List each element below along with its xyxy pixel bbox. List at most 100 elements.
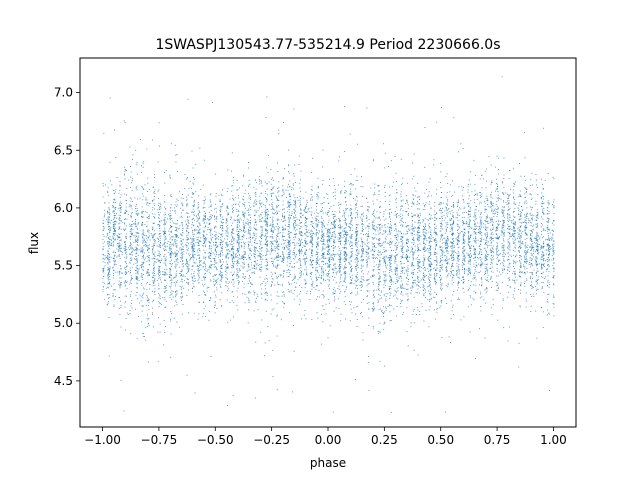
data-point [338,267,340,269]
data-point [467,217,469,219]
data-point [113,211,115,213]
data-point [518,289,519,290]
data-point [321,254,323,256]
data-point [173,236,175,238]
data-point [254,300,256,302]
data-point [186,226,188,228]
data-point [415,214,416,216]
data-point [250,251,252,253]
data-point [316,244,318,246]
data-point [447,209,449,211]
data-point [519,276,521,277]
data-point [237,272,239,273]
data-point [272,264,274,266]
data-point [136,236,138,237]
data-point [185,200,187,202]
data-point [390,282,392,283]
data-point [462,212,464,214]
data-point [441,218,443,219]
data-point [141,321,143,323]
data-point [168,276,170,278]
data-point [417,215,419,217]
data-point [107,286,109,288]
data-point [119,250,121,251]
data-point [266,221,268,223]
data-point [278,275,279,277]
data-point [384,322,386,324]
data-point [423,250,425,252]
data-point [181,244,183,246]
data-point [349,256,351,258]
data-point [192,283,194,285]
data-point [298,238,300,239]
data-point [107,274,109,276]
data-point [480,240,482,242]
data-point [447,262,449,264]
data-point [452,180,453,182]
data-point [299,261,301,263]
data-point [327,257,329,259]
data-point [249,277,251,279]
data-point [138,222,140,224]
data-point [525,261,527,263]
data-point [152,307,153,309]
data-point [514,272,515,274]
data-point [514,203,516,205]
data-point [405,250,407,252]
data-point [413,199,415,201]
data-point [446,267,448,269]
data-point [394,294,396,296]
data-point [532,272,534,274]
data-point [503,260,505,262]
data-point [288,183,289,185]
data-point [487,227,489,229]
data-point [192,249,194,251]
data-point [294,219,296,221]
data-point [487,217,489,219]
data-point [545,270,547,272]
data-point [236,278,238,280]
data-point [141,250,143,252]
data-point [536,248,537,250]
data-point [529,246,531,248]
data-point [367,261,368,263]
data-point [384,191,386,193]
data-point [192,241,194,243]
data-point [257,250,259,252]
data-point [447,275,449,277]
data-point [159,275,160,276]
data-point [346,254,348,256]
data-point [415,279,417,281]
data-point [282,260,283,262]
data-point [277,265,278,267]
data-point [417,259,419,261]
data-point [412,256,414,258]
data-point [490,240,492,242]
data-point [361,285,363,287]
data-point [317,285,318,287]
data-point [334,216,336,218]
data-point [350,214,351,216]
data-point [305,243,306,244]
data-point [543,229,545,231]
data-point [552,303,554,304]
data-point [417,244,419,246]
data-point [175,254,176,256]
data-point [272,225,274,227]
data-point [193,253,195,255]
data-point [123,174,125,176]
data-point [158,246,160,248]
data-point [356,195,358,197]
data-point [107,212,109,214]
data-point [496,197,498,199]
data-point [413,296,415,298]
data-point [481,281,483,283]
data-point [417,231,419,233]
data-point [412,216,413,218]
data-point [108,226,109,228]
data-point [221,278,223,280]
data-point [315,251,317,253]
data-point [233,279,235,280]
data-point [326,231,328,233]
data-point [469,264,471,266]
